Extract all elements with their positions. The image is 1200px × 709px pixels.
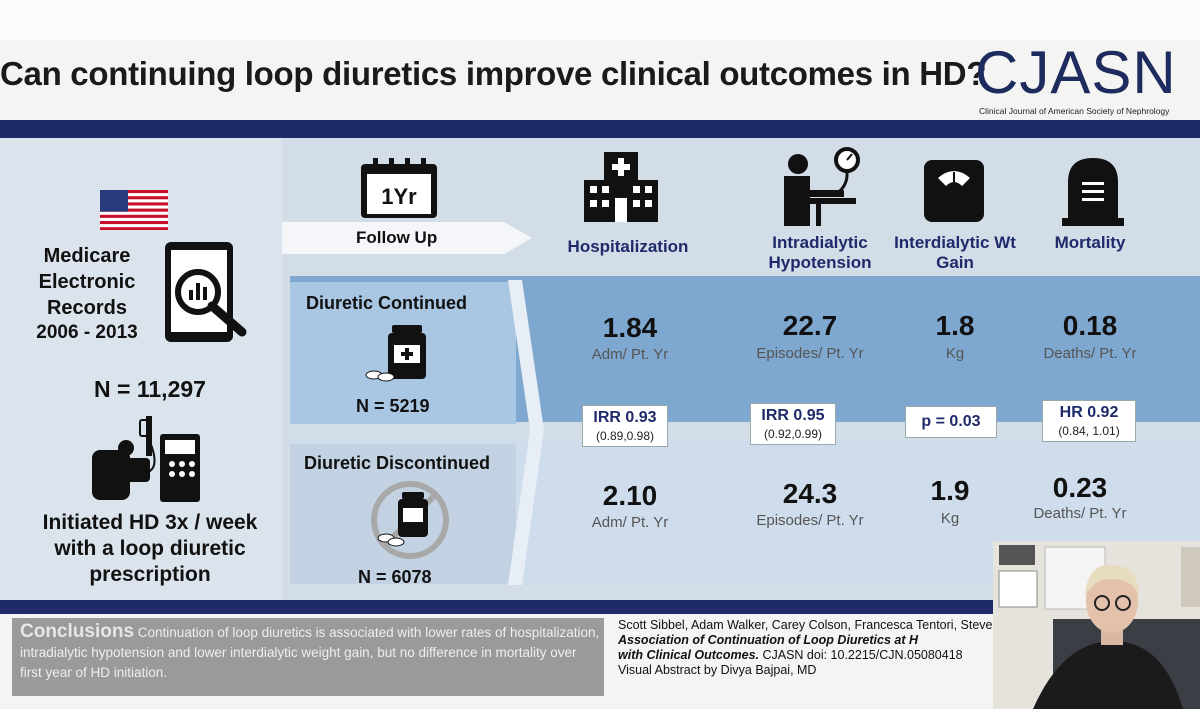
- top-background: [0, 0, 1200, 40]
- conclusions-heading: Conclusions: [20, 621, 135, 642]
- continued-value-mortality: 0.18: [1062, 310, 1118, 341]
- continued-unit-mortality: Deaths/ Pt. Yr: [1043, 345, 1137, 362]
- discontinued-value-mortality: 0.23: [1052, 472, 1108, 503]
- no-pill-bottle-icon: [371, 481, 449, 559]
- conclusions-text-block: Conclusions Continuation of loop diureti…: [20, 622, 600, 683]
- column-mortality: Mortality: [1054, 233, 1126, 252]
- discontinued-unit-wt-gain: Kg: [940, 510, 960, 527]
- stat-hospitalization: IRR 0.93 (0.89,0.98): [582, 405, 668, 447]
- dialysis-patient-icon: [92, 416, 200, 502]
- continued-value-wt-gain: 1.8: [935, 310, 975, 341]
- stat-hypotension-ci: (0.92,0.99): [763, 427, 823, 441]
- footer-divider: [0, 600, 1200, 614]
- logo-subtitle: Clinical Journal of American Society of …: [979, 106, 1170, 116]
- total-n: N = 11,297: [94, 376, 206, 402]
- population-criteria: Initiated HD 3x / week with a loop diure…: [42, 511, 258, 586]
- header-divider: [0, 120, 1200, 138]
- discontinued-unit-hypotension: Episodes/ Pt. Yr: [756, 512, 864, 529]
- continued-value-hypotension: 22.7: [782, 310, 838, 341]
- stat-hospitalization-main: IRR 0.93: [593, 409, 657, 426]
- citation-title-line2: with Clinical Outcomes.: [618, 648, 759, 662]
- tablet-chart-icon: [165, 242, 247, 342]
- follow-up-arrow: [282, 222, 532, 254]
- citation-credit: Visual Abstract by Divya Bajpai, MD: [618, 663, 817, 677]
- column-interdialytic-wt-gain: Interdialytic Wt Gain: [894, 233, 1016, 272]
- discontinued-value-wt-gain: 1.9: [930, 475, 970, 506]
- follow-up-badge: 1Yr: [381, 184, 417, 209]
- stat-hypotension: IRR 0.95 (0.92,0.99): [750, 403, 836, 445]
- citation-title-line1: Association of Continuation of Loop Diur…: [618, 633, 918, 647]
- scale-icon: [924, 160, 984, 222]
- calendar-icon: 1Yr: [361, 158, 437, 218]
- column-hospitalization: Hospitalization: [567, 237, 689, 256]
- chevron-divider: [508, 280, 544, 585]
- tombstone-icon: [1062, 158, 1124, 226]
- follow-up-label: Follow Up: [356, 228, 438, 247]
- stat-mortality-ci: (0.84, 1.01): [1058, 424, 1120, 438]
- us-flag-icon: [100, 190, 168, 230]
- stat-wt-gain: p = 0.03: [905, 406, 997, 438]
- citation-doi: CJASN doi: 10.2215/CJN.05080418: [759, 648, 963, 662]
- column-intradialytic-hypotension: Intradialytic Hypotension: [768, 233, 872, 272]
- discontinued-value-hospitalization: 2.10: [602, 480, 658, 511]
- stat-mortality-main: HR 0.92: [1059, 404, 1119, 421]
- discontinued-unit-hospitalization: Adm/ Pt. Yr: [591, 514, 669, 531]
- continued-n: N = 5219: [356, 396, 430, 416]
- continued-value-hospitalization: 1.84: [602, 312, 658, 343]
- citation-authors: Scott Sibbel, Adam Walker, Carey Colson,…: [618, 618, 998, 632]
- stat-hypotension-main: IRR 0.95: [761, 407, 825, 424]
- data-source-label: Medicare Electronic Records: [38, 245, 136, 319]
- journal-logo: CJASN Clinical Journal of American Socie…: [975, 38, 1200, 118]
- blood-pressure-icon: [784, 147, 860, 226]
- logo-text: CJASN: [975, 39, 1177, 106]
- discontinued-n: N = 6078: [358, 567, 432, 587]
- hospital-icon: [584, 152, 658, 222]
- stat-mortality: HR 0.92 (0.84, 1.01): [1042, 400, 1136, 442]
- pill-bottle-icon: [365, 325, 426, 382]
- continued-unit-hospitalization: Adm/ Pt. Yr: [591, 346, 669, 363]
- discontinued-unit-mortality: Deaths/ Pt. Yr: [1033, 505, 1127, 522]
- discontinued-label: Diuretic Discontinued: [304, 453, 491, 473]
- discontinued-value-hypotension: 24.3: [782, 478, 838, 509]
- citation: Scott Sibbel, Adam Walker, Carey Colson,…: [618, 618, 998, 678]
- webcam-overlay: [993, 541, 1200, 709]
- continued-unit-hypotension: Episodes/ Pt. Yr: [756, 345, 864, 362]
- study-years: 2006 - 2013: [36, 322, 138, 343]
- continued-unit-wt-gain: Kg: [945, 345, 965, 362]
- conclusions-box: [12, 618, 604, 696]
- conclusions-body: Continuation of loop diuretics is associ…: [20, 625, 600, 680]
- page-title: Can continuing loop diuretics improve cl…: [0, 55, 987, 92]
- stat-hospitalization-ci: (0.89,0.98): [595, 429, 655, 443]
- continued-label: Diuretic Continued: [306, 293, 467, 313]
- stat-wt-gain-main: p = 0.03: [921, 413, 981, 430]
